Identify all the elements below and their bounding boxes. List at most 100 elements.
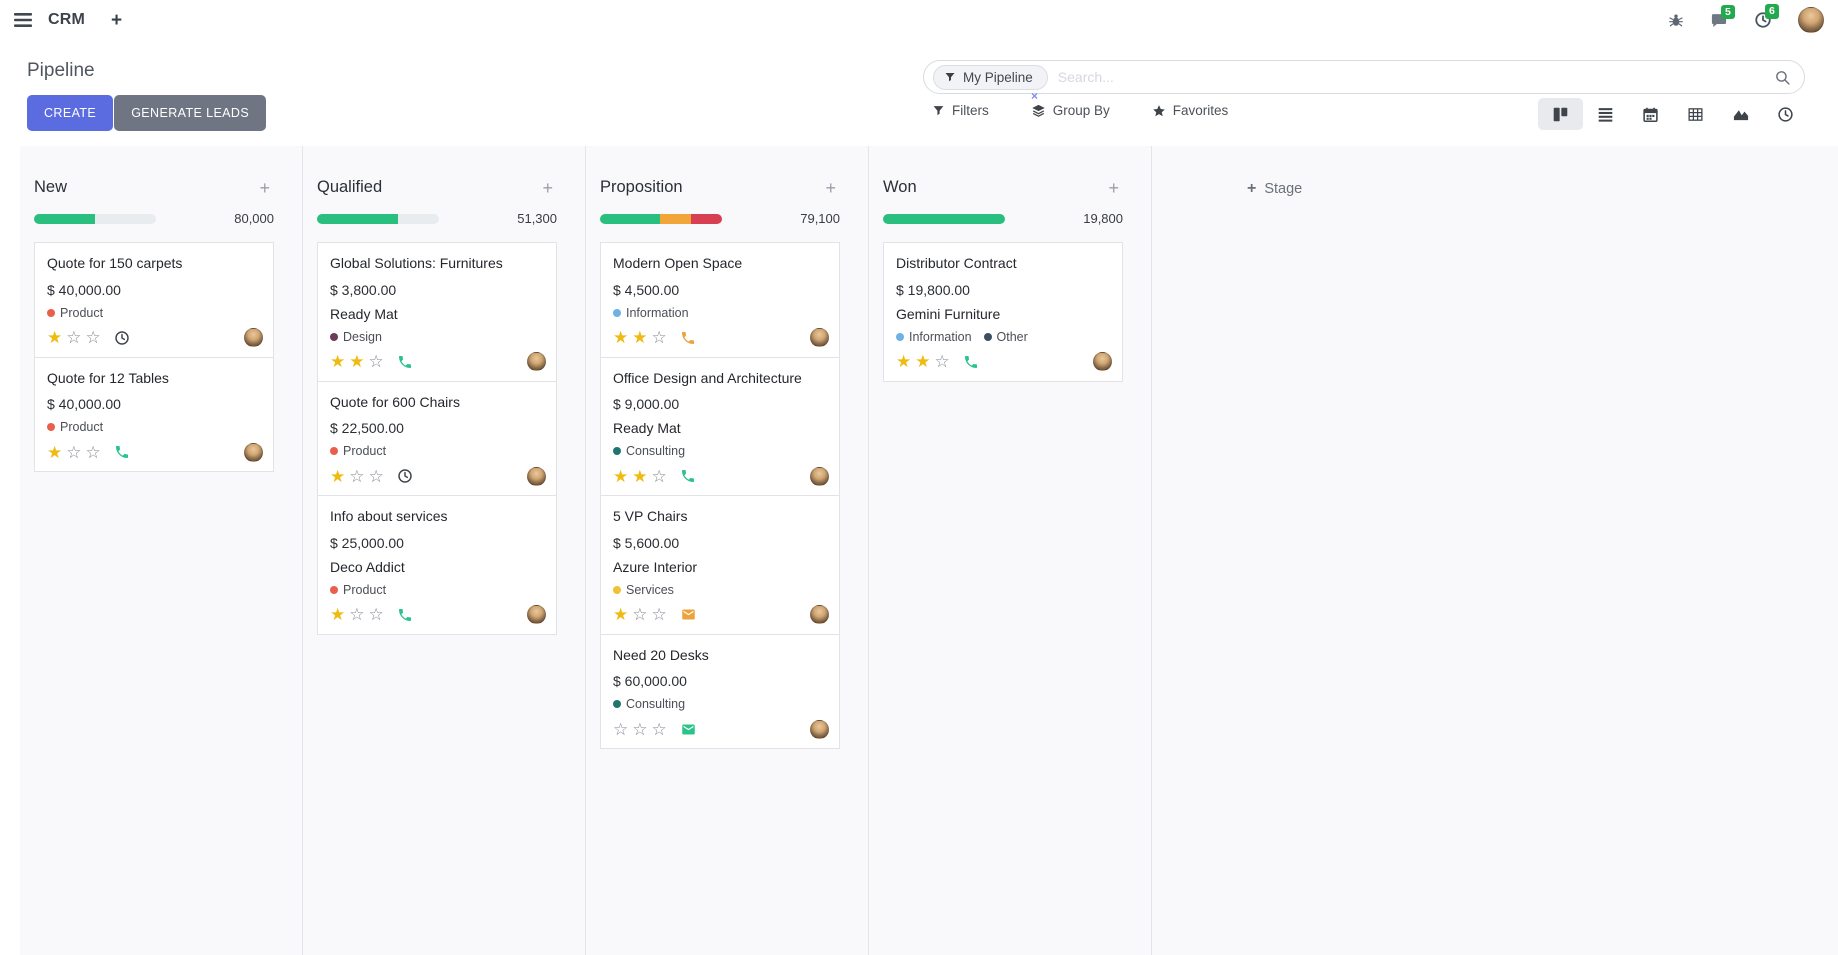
apps-menu-icon[interactable] <box>10 9 36 31</box>
view-kanban-button[interactable] <box>1538 98 1583 130</box>
activity-phone-icon[interactable] <box>963 354 979 370</box>
quick-add-record-button[interactable]: + <box>542 177 553 198</box>
activity-phone-icon[interactable] <box>114 444 130 460</box>
star-icon[interactable]: ☆ <box>85 442 101 462</box>
star-icon[interactable]: ☆ <box>934 352 950 371</box>
star-icon[interactable]: ★ <box>330 605 346 624</box>
activity-phone-icon[interactable] <box>680 330 696 346</box>
view-list-button[interactable] <box>1583 98 1628 130</box>
star-icon[interactable]: ☆ <box>85 328 101 347</box>
view-activity-button[interactable] <box>1763 98 1808 130</box>
star-icon[interactable]: ☆ <box>651 719 667 739</box>
kanban-card[interactable]: Modern Open Space $ 4,500.00 Information ★ ★… <box>600 242 840 358</box>
activity-clock-icon[interactable] <box>397 468 413 484</box>
view-pivot-button[interactable] <box>1673 98 1718 130</box>
view-calendar-button[interactable] <box>1628 98 1673 130</box>
kanban-card[interactable]: Distributor Contract $ 19,800.00 Gemini Fu… <box>883 242 1123 382</box>
tag-label: Other <box>996 329 1028 344</box>
tag[interactable]: Consulting <box>613 444 685 458</box>
activity-phone-icon[interactable] <box>397 607 413 623</box>
add-stage-button[interactable]: + Stage <box>1247 180 1302 198</box>
tag[interactable]: Information <box>613 306 689 320</box>
column-progressbar[interactable] <box>317 213 439 224</box>
favorites-menu-button[interactable]: Favorites <box>1152 103 1228 118</box>
search-facet-my-pipeline[interactable]: My Pipeline <box>933 64 1048 90</box>
group-by-menu-button[interactable]: Group By <box>1031 103 1110 118</box>
star-icon[interactable]: ★ <box>613 466 629 486</box>
tag[interactable]: Product <box>330 583 386 597</box>
generate-leads-button[interactable]: GENERATE LEADS <box>114 95 267 131</box>
column-progressbar[interactable] <box>883 213 1005 224</box>
activity-envelope-icon[interactable] <box>680 722 697 737</box>
kanban-column: New +80,000 Quote for 150 carpets $ 40,000.… <box>20 146 303 955</box>
tag[interactable]: Product <box>47 306 103 320</box>
search-icon[interactable] <box>1774 69 1791 86</box>
tag[interactable]: Product <box>330 444 386 458</box>
column-progressbar[interactable] <box>34 213 156 224</box>
kanban-card[interactable]: Need 20 Desks $ 60,000.00 Consulting ☆ ☆ ☆ <box>600 633 840 749</box>
quick-add-record-button[interactable]: + <box>259 177 270 198</box>
search-bar[interactable]: My Pipeline × <box>923 60 1805 102</box>
star-icon[interactable]: ☆ <box>66 442 82 462</box>
kanban-card[interactable]: Info about services $ 25,000.00 Deco Addic… <box>317 495 557 635</box>
kanban-card[interactable]: Quote for 150 carpets $ 40,000.00 Product ★… <box>34 242 274 358</box>
column-progressbar[interactable] <box>600 213 722 224</box>
tag-label: Services <box>626 582 674 597</box>
quick-add-record-button[interactable]: + <box>825 177 836 198</box>
activity-phone-icon[interactable] <box>397 354 413 370</box>
kanban-card[interactable]: Global Solutions: Furnitures $ 3,800.00 Re… <box>317 242 557 382</box>
star-icon[interactable]: ★ <box>613 605 629 624</box>
debug-bug-icon[interactable] <box>1668 12 1684 28</box>
star-icon[interactable]: ☆ <box>66 328 82 347</box>
user-avatar[interactable] <box>1798 7 1824 33</box>
search-input[interactable] <box>1057 69 1764 85</box>
star-icon[interactable]: ★ <box>896 352 912 371</box>
star-icon[interactable]: ☆ <box>368 605 384 624</box>
star-icon[interactable]: ★ <box>47 328 63 347</box>
star-icon[interactable]: ☆ <box>349 605 365 624</box>
kanban-card[interactable]: Quote for 600 Chairs $ 22,500.00 Product ★ ☆… <box>317 380 557 496</box>
salesperson-avatar <box>527 466 546 486</box>
star-icon[interactable]: ☆ <box>651 466 667 486</box>
star-icon[interactable]: ☆ <box>349 466 365 486</box>
star-icon[interactable]: ★ <box>632 466 648 486</box>
star-icon[interactable]: ★ <box>613 328 629 347</box>
activity-clock-icon[interactable] <box>114 330 130 346</box>
activity-phone-icon[interactable] <box>680 468 696 484</box>
create-button[interactable]: CREATE <box>27 95 114 131</box>
tag-dot <box>47 423 55 431</box>
star-icon[interactable]: ☆ <box>651 328 667 347</box>
star-icon[interactable]: ☆ <box>632 605 648 624</box>
kanban-card[interactable]: Office Design and Architecture $ 9,000.00… <box>600 356 840 496</box>
star-icon[interactable]: ★ <box>349 352 365 371</box>
tag-label: Consulting <box>626 444 686 458</box>
star-icon[interactable]: ☆ <box>632 719 648 739</box>
messages-icon[interactable]: 5 <box>1710 4 1735 29</box>
star-icon[interactable]: ☆ <box>651 605 667 624</box>
star-icon[interactable]: ☆ <box>368 466 384 486</box>
star-icon[interactable]: ★ <box>915 352 931 371</box>
tag[interactable]: Information <box>896 330 972 344</box>
star-icon[interactable]: ☆ <box>368 352 384 371</box>
filters-menu-button[interactable]: Filters <box>932 103 989 118</box>
star-icon[interactable]: ★ <box>632 328 648 347</box>
activities-clock-icon[interactable]: 6 <box>1754 4 1779 29</box>
facet-remove-icon[interactable]: × <box>1031 89 1039 103</box>
star-icon[interactable]: ☆ <box>613 719 629 739</box>
tag[interactable]: Services <box>613 583 674 597</box>
tag-label: Product <box>60 305 104 320</box>
tag[interactable]: Other <box>983 329 1028 344</box>
star-icon[interactable]: ★ <box>330 352 346 371</box>
view-graph-button[interactable] <box>1718 98 1763 130</box>
star-icon[interactable]: ★ <box>330 466 346 486</box>
kanban-card[interactable]: 5 VP Chairs $ 5,600.00 Azure Interior Servi… <box>600 495 840 635</box>
star-icon[interactable]: ★ <box>47 442 63 462</box>
tag[interactable]: Product <box>47 420 103 434</box>
quick-add-record-button[interactable]: + <box>1108 177 1119 198</box>
tag[interactable]: Design <box>330 330 382 344</box>
tag[interactable]: Consulting <box>613 697 685 711</box>
new-window-plus-icon[interactable]: + <box>111 9 123 31</box>
kanban-card[interactable]: Quote for 12 Tables $ 40,000.00 Product ★ ☆ ☆ <box>34 356 274 472</box>
app-name[interactable]: CRM <box>48 11 86 28</box>
activity-envelope-icon[interactable] <box>680 607 697 622</box>
